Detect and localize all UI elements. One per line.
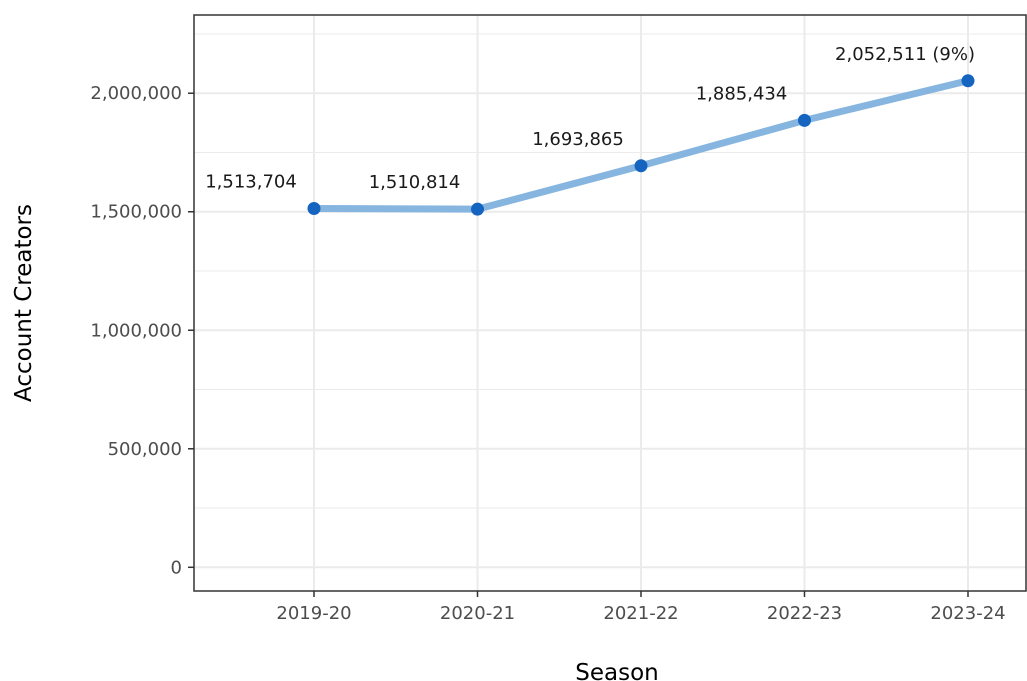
x-tick-label: 2021-22 — [603, 603, 678, 624]
series-account-creators — [307, 74, 975, 216]
x-tick-label: 2019-20 — [276, 603, 351, 624]
data-label: 1,513,704 — [205, 171, 297, 192]
x-axis-title: Season — [575, 660, 658, 681]
data-label: 1,510,814 — [369, 172, 461, 193]
y-tick-label: 500,000 — [108, 439, 182, 460]
x-tick-label: 2022-23 — [767, 603, 842, 624]
data-label: 1,885,434 — [696, 83, 788, 104]
data-point — [307, 201, 321, 215]
data-label: 2,052,511 (9%) — [835, 44, 975, 65]
data-labels: 1,513,704 1,510,814 1,693,865 1,885,434 2,05… — [205, 44, 975, 193]
y-tick-label: 1,000,000 — [90, 320, 182, 341]
data-point — [471, 202, 484, 216]
y-tick-label: 0 — [171, 557, 182, 578]
data-point — [798, 113, 811, 127]
y-tick-label: 1,500,000 — [90, 202, 182, 223]
axes: 0 500,000 1,000,000 1,500,000 2,000,000 2019-… — [90, 14, 1027, 624]
data-label: 1,693,865 — [532, 129, 624, 150]
data-point — [961, 74, 975, 88]
grid-lines — [194, 15, 1026, 591]
y-axis-title: Account Creators — [11, 204, 37, 402]
data-point — [634, 159, 648, 173]
x-tick-label: 2020-21 — [440, 603, 515, 624]
x-tick-label: 2023-24 — [930, 603, 1005, 624]
panel-border — [193, 14, 1027, 592]
y-tick-label: 2,000,000 — [90, 83, 182, 104]
